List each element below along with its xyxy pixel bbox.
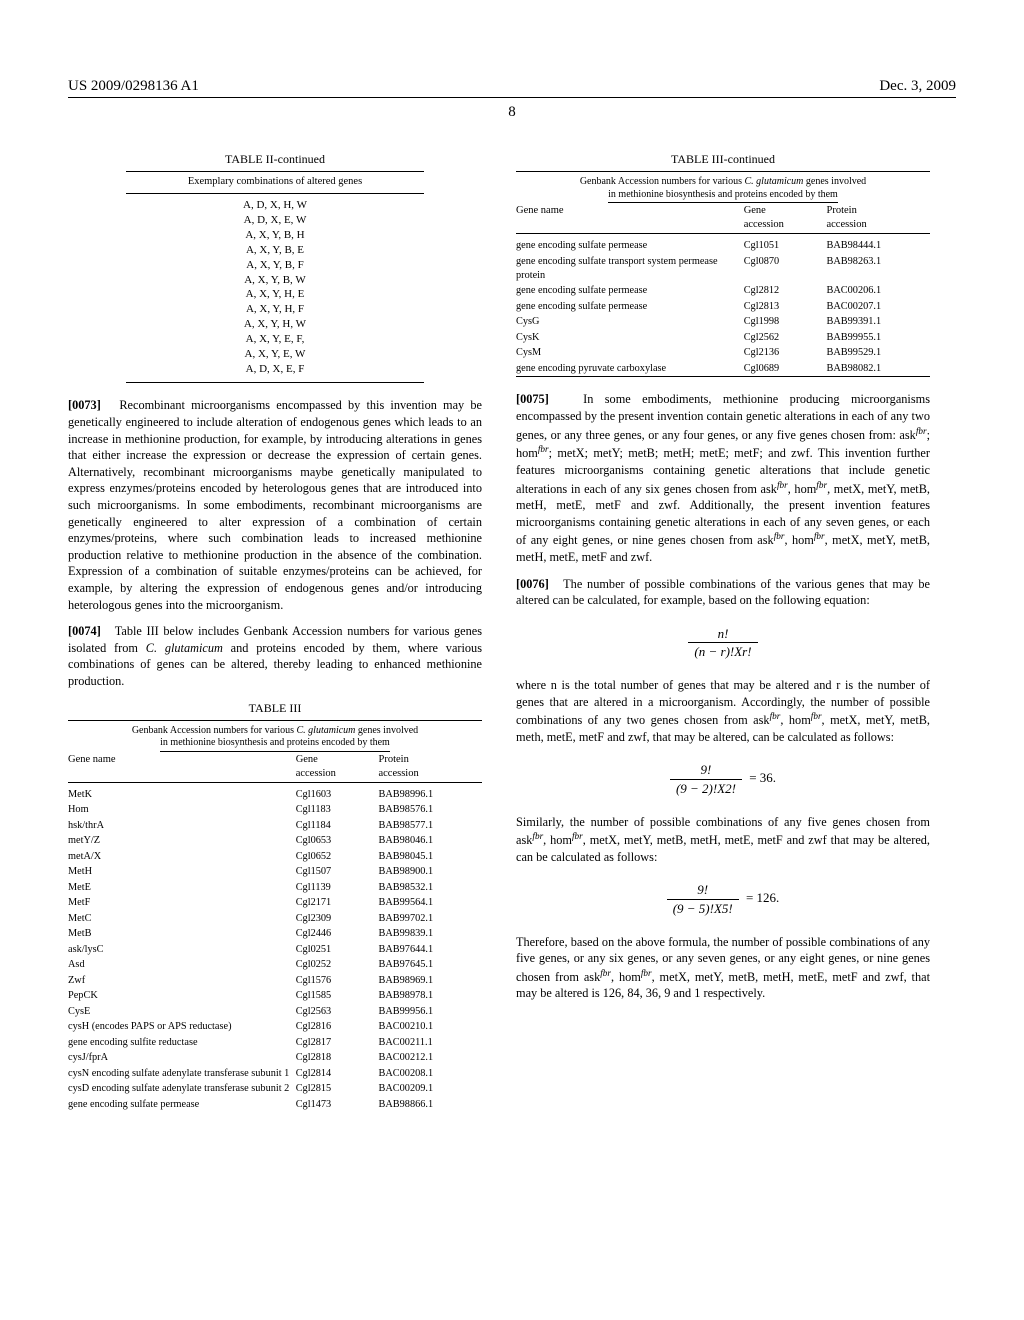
table-row: gene encoding sulfite reductaseCgl2817BA…	[68, 1035, 482, 1050]
combo-row: A, X, Y, B, W	[126, 273, 424, 288]
para-last: Therefore, based on the above formula, t…	[516, 934, 930, 1002]
table-3-title-cont: TABLE III-continued	[516, 151, 930, 167]
table-3-head: Gene name Geneaccession Proteinaccession	[516, 203, 930, 233]
table-3-caption: Genbank Accession numbers for various C.…	[516, 171, 930, 203]
table-row: MetHCgl1507BAB98900.1	[68, 865, 482, 880]
combo-row: A, X, Y, E, W	[126, 347, 424, 362]
combo-row: A, X, Y, B, E	[126, 243, 424, 258]
table-row: MetECgl1139BAB98532.1	[68, 880, 482, 895]
formula-1: n! (n − r)!Xr!	[516, 625, 930, 661]
para-0075: [0075] In some embodiments, methionine p…	[516, 391, 930, 565]
table-row: cysD encoding sulfate adenylate transfer…	[68, 1081, 482, 1096]
table-3-caption: Genbank Accession numbers for various C.…	[68, 720, 482, 752]
table-3-title: TABLE III	[68, 700, 482, 716]
table-row: gene encoding sulfate permeaseCgl2812BAC…	[516, 283, 930, 298]
para-text: Recombinant microorganisms encompassed b…	[68, 398, 482, 611]
table-row: gene encoding pyruvate carboxylaseCgl068…	[516, 361, 930, 376]
para-num: [0074]	[68, 624, 101, 638]
table-row: gene encoding sulfate permeaseCgl2813BAC…	[516, 299, 930, 314]
para-similarly: Similarly, the number of possible combin…	[516, 814, 930, 866]
para-0074: [0074] Table III below includes Genbank …	[68, 623, 482, 689]
combo-row: A, X, Y, H, W	[126, 317, 424, 332]
table-row: metA/XCgl0652BAB98045.1	[68, 849, 482, 864]
combo-row: A, X, Y, H, E	[126, 287, 424, 302]
para-where: where n is the total number of genes tha…	[516, 677, 930, 745]
page-header: US 2009/0298136 A1 Dec. 3, 2009	[68, 78, 956, 98]
para-0073: [0073] Recombinant microorganisms encomp…	[68, 397, 482, 613]
table-row: MetKCgl1603BAB98996.1	[68, 787, 482, 802]
table-row: gene encoding sulfate permeaseCgl1473BAB…	[68, 1097, 482, 1112]
table-row: CysGCgl1998BAB99391.1	[516, 314, 930, 329]
formula-3: 9! (9 − 5)!X5! = 126.	[516, 881, 930, 917]
right-column: TABLE III-continued Genbank Accession nu…	[516, 151, 930, 1126]
table-3-right: TABLE III-continued Genbank Accession nu…	[516, 151, 930, 377]
table-2-caption: Exemplary combinations of altered genes	[126, 171, 424, 194]
table-row: hsk/thrACgl1184BAB98577.1	[68, 818, 482, 833]
combo-row: A, X, Y, B, H	[126, 228, 424, 243]
para-num: [0073]	[68, 398, 101, 412]
combo-row: A, X, Y, E, F,	[126, 332, 424, 347]
table-row: CysECgl2563BAB99956.1	[68, 1004, 482, 1019]
left-column: TABLE II-continued Exemplary combination…	[68, 151, 482, 1126]
table-row: cysJ/fprACgl2818BAC00212.1	[68, 1050, 482, 1065]
combo-row: A, D, X, H, W	[126, 198, 424, 213]
combo-row: A, X, Y, H, F	[126, 302, 424, 317]
combo-row: A, X, Y, B, F	[126, 258, 424, 273]
table-row: CysKCgl2562BAB99955.1	[516, 330, 930, 345]
doc-number: US 2009/0298136 A1	[68, 78, 199, 95]
table-row: cysN encoding sulfate adenylate transfer…	[68, 1066, 482, 1081]
page-number: 8	[68, 104, 956, 121]
table-row: gene encoding sulfate transport system p…	[516, 254, 930, 283]
table-row: MetCCgl2309BAB99702.1	[68, 911, 482, 926]
combo-row: A, D, X, E, F	[126, 362, 424, 377]
table-row: AsdCgl0252BAB97645.1	[68, 958, 482, 973]
table-row: cysH (encodes PAPS or APS reductase)Cgl2…	[68, 1019, 482, 1034]
para-0076: [0076] The number of possible combinatio…	[516, 576, 930, 609]
table-2-title: TABLE II-continued	[126, 151, 424, 167]
table-2: TABLE II-continued Exemplary combination…	[126, 151, 424, 383]
formula-2: 9! (9 − 2)!X2! = 36.	[516, 761, 930, 797]
table-row: metY/ZCgl0653BAB98046.1	[68, 834, 482, 849]
table-row: CysMCgl2136BAB99529.1	[516, 345, 930, 360]
table-row: ask/lysCCgl0251BAB97644.1	[68, 942, 482, 957]
table-row: ZwfCgl1576BAB98969.1	[68, 973, 482, 988]
table-row: HomCgl1183BAB98576.1	[68, 803, 482, 818]
table-row: gene encoding sulfate permeaseCgl1051BAB…	[516, 239, 930, 254]
table-3-left: TABLE III Genbank Accession numbers for …	[68, 700, 482, 1113]
table-3-head: Gene name Geneaccession Proteinaccession	[68, 752, 482, 782]
table-row: MetBCgl2446BAB99839.1	[68, 927, 482, 942]
combo-row: A, D, X, E, W	[126, 213, 424, 228]
table-row: PepCKCgl1585BAB98978.1	[68, 989, 482, 1004]
doc-date: Dec. 3, 2009	[879, 78, 956, 95]
table-row: MetFCgl2171BAB99564.1	[68, 896, 482, 911]
